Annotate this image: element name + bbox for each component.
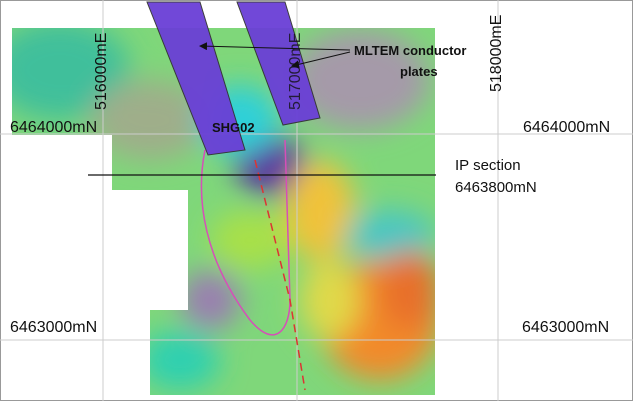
easting-label: 518000mE (488, 15, 505, 92)
northing-label: 6463000mN (10, 319, 97, 336)
trace-line (254, 159, 306, 391)
annotation: MLTEM conductor (354, 43, 466, 58)
drillhole-label: SHG02 (212, 120, 255, 135)
arrow (199, 42, 351, 51)
annotation: 6463800mN (455, 179, 537, 196)
conductor-plate (236, 1, 321, 126)
northing-label: 6464000mN (523, 119, 610, 136)
northing-label: 6464000mN (10, 119, 97, 136)
outline (200, 139, 291, 336)
easting-label: 517000mE (287, 33, 304, 110)
arrow (291, 51, 351, 69)
northing-label: 6463000mN (522, 319, 609, 336)
easting-label: 516000mE (93, 33, 110, 110)
annotation: IP section (455, 157, 521, 174)
annotation: plates (400, 64, 438, 79)
conductor-plate (146, 1, 246, 156)
